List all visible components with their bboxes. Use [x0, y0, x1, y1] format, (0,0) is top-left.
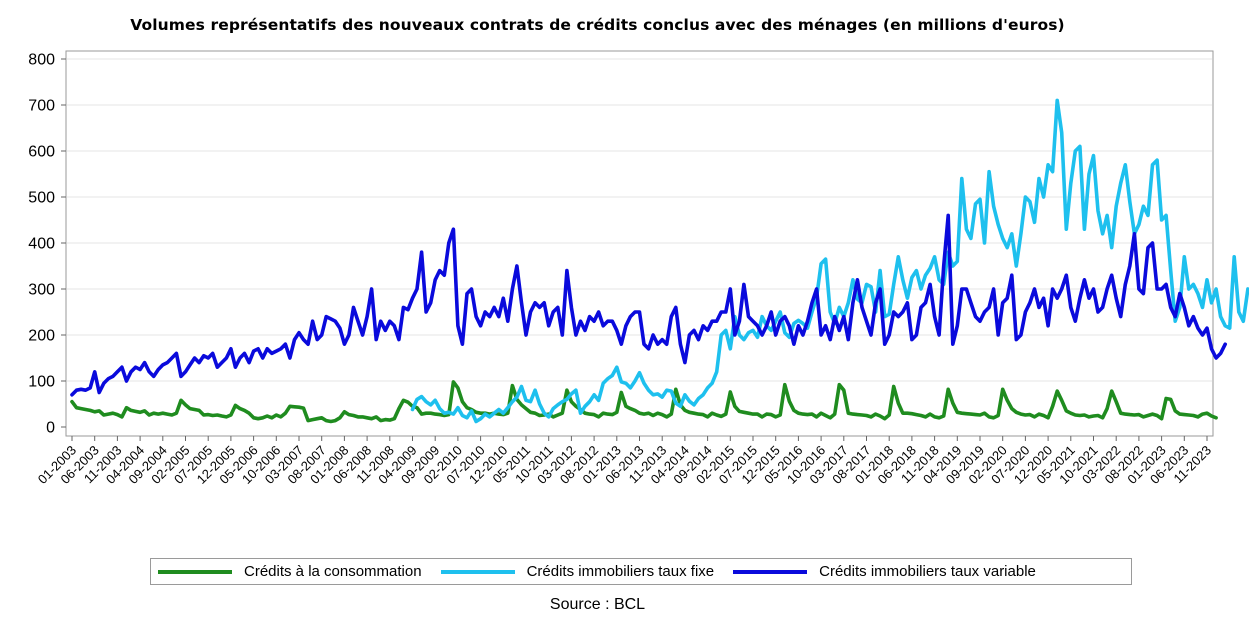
y-tick-label: 200: [28, 328, 55, 345]
y-tick-label: 400: [28, 236, 55, 253]
y-tick-label: 700: [28, 98, 55, 115]
legend-swatch-consommation: [158, 569, 232, 574]
legend-item-taux-fixe: Crédits immobiliers taux fixe: [440, 563, 715, 580]
series-lines: [70, 98, 1249, 424]
legend-item-consommation: Crédits à la consommation: [158, 563, 422, 580]
y-tick-label: 600: [28, 144, 55, 161]
source-note: Source : BCL: [549, 596, 646, 613]
y-tick-label: 0: [46, 420, 55, 437]
legend-swatch-taux-fixe: [440, 569, 515, 574]
legend: Crédits à la consommation Crédits immobi…: [150, 558, 1132, 585]
legend-swatch-taux-variable: [733, 569, 808, 574]
x-axis: 01-200306-200311-200304-200409-200402-20…: [35, 436, 1214, 487]
y-tick-label: 800: [28, 52, 55, 69]
series-line-0: [70, 380, 1218, 424]
legend-label-consommation: Crédits à la consommation: [244, 563, 422, 580]
chart-title: Volumes représentatifs des nouveaux cont…: [130, 16, 1065, 34]
series-line-2: [70, 213, 1227, 397]
legend-label-taux-variable: Crédits immobiliers taux variable: [819, 563, 1036, 580]
series-line-1: [410, 98, 1249, 424]
legend-label-taux-fixe: Crédits immobiliers taux fixe: [526, 563, 715, 580]
y-tick-label: 500: [28, 190, 55, 207]
y-tick-label: 300: [28, 282, 55, 299]
y-axis: 0 100 200 300 400 500 600 700 800: [28, 52, 66, 437]
y-tick-label: 100: [28, 374, 55, 391]
legend-item-taux-variable: Crédits immobiliers taux variable: [733, 563, 1036, 580]
